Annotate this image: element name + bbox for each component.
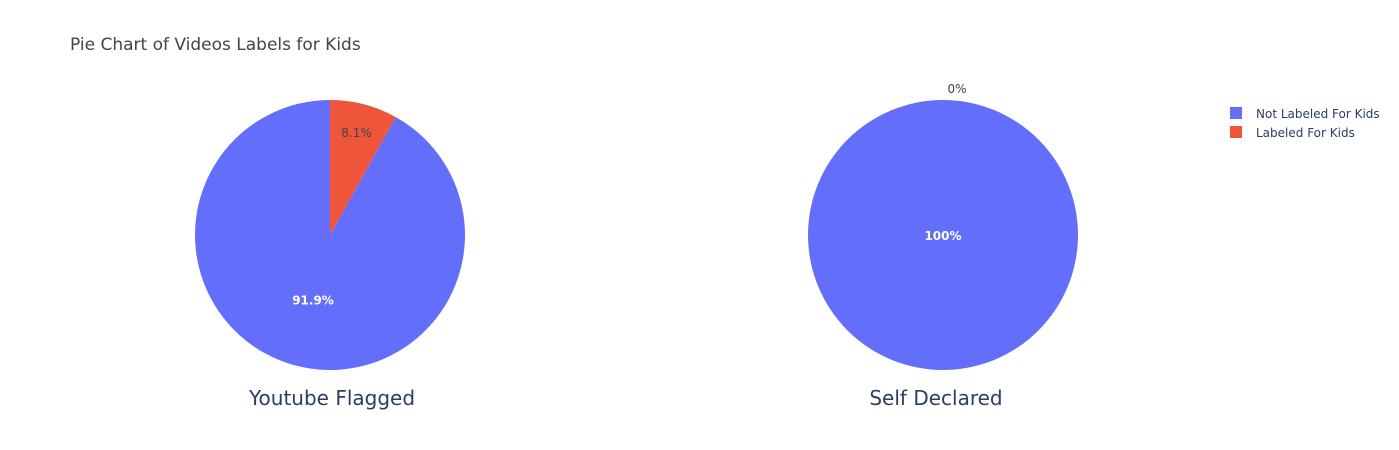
slice-youtube-flagged-not-labeled-for-kids[interactable]	[194, 100, 466, 371]
slice-youtube-flagged-labeled-for-kids[interactable]	[330, 100, 396, 235]
legend-swatch-labeled-for-kids[interactable]	[1230, 126, 1242, 138]
legend-label-labeled-for-kids[interactable]: Labeled For Kids	[1256, 126, 1355, 140]
chart-title: Pie Chart of Videos Labels for Kids	[70, 35, 361, 55]
legend-label-not-labeled-for-kids[interactable]: Not Labeled For Kids	[1256, 107, 1380, 121]
slice-youtube-flagged-labeled-for-kids-label: 8.1%	[341, 126, 372, 140]
slice-self-declared-labeled-for-kids-label: 0%	[947, 82, 966, 96]
pie-self-declared: 100% 0%	[808, 82, 1078, 370]
pie-youtube-flagged: 91.9% 8.1%	[194, 100, 466, 371]
legend: Not Labeled For Kids Labeled For Kids	[1230, 107, 1380, 140]
slice-youtube-flagged-not-labeled-for-kids-label: 91.9%	[292, 293, 334, 307]
pie-label-self-declared: Self Declared	[869, 386, 1002, 410]
legend-swatch-not-labeled-for-kids[interactable]	[1230, 107, 1242, 119]
pie-label-youtube-flagged: Youtube Flagged	[248, 386, 415, 410]
slice-self-declared-not-labeled-for-kids-label: 100%	[924, 229, 961, 243]
slice-self-declared-not-labeled-for-kids[interactable]	[808, 100, 1078, 370]
